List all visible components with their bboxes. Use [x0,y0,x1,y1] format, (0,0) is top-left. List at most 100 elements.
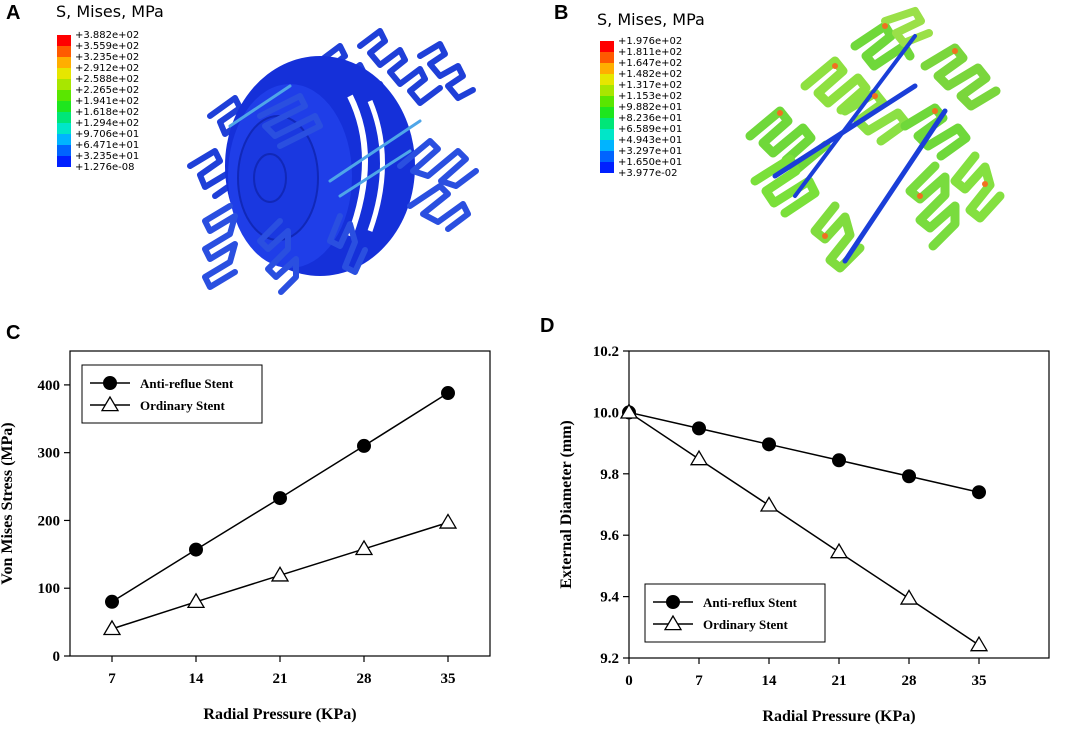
colorbar-swatch [57,101,71,112]
legend-marker [100,395,120,412]
stent-rings-b [745,7,1005,273]
data-point [899,589,919,605]
colorbar-label: +9.882e+01 [618,102,683,113]
colorbar-swatch [600,151,614,162]
colorbar-swatch [600,162,614,173]
y-axis-title: Von Mises Stress (MPa) [0,422,16,584]
colorbar-label: +1.618e+02 [75,107,140,118]
colorbar-label: +2.912e+02 [75,63,140,74]
x-axis-title: Radial Pressure (KPa) [203,706,356,723]
colorbar-swatch [600,52,614,63]
x-tick-label: 7 [695,673,703,689]
colorbar-label: +3.882e+02 [75,30,140,41]
panel-letter-d: D [540,315,555,337]
panel-letter-b: B [554,2,569,24]
colorbar-label: +1.976e+02 [618,36,683,47]
colorbar-a: +3.882e+02 +3.559e+02 +3.235e+02 +2.912e+02… [57,30,197,173]
x-tick-label: 35 [972,673,987,689]
colorbar-label: +6.471e+01 [75,140,140,151]
stent-front-struts-a [202,93,479,295]
colorbar-swatch [57,35,71,46]
chart-d: 9.2 9.4 9.6 9.8 10.0 10.2 0 7 14 21 28 35 Radial Pre… [558,344,1050,725]
colorbar-label: +3.977e-02 [618,168,678,179]
colorbar-swatch [57,57,71,68]
colorbar-swatch [600,41,614,52]
chart-c: 0 100 200 300 400 7 14 21 28 35 Radial Pressure (K… [0,350,491,723]
y-tick-label: 100 [38,581,61,597]
data-point [759,496,779,512]
data-point [438,513,458,529]
colorbar-label: +2.588e+02 [75,74,140,85]
x-tick-label: 21 [832,673,847,689]
colorbar-swatch [600,85,614,96]
panel-letter-a: A [6,2,21,24]
colorbar-swatch [600,96,614,107]
y-tick-label: 10.2 [593,344,619,360]
data-point [441,386,455,401]
colorbar-swatch [57,112,71,123]
colorbar-label: +3.559e+02 [75,41,140,52]
legend-label: Ordinary Stent [703,617,789,632]
colorbar-b: +1.976e+02 +1.811e+02 +1.647e+02 +1.482e+02… [600,36,740,179]
colorbar-swatch [600,118,614,129]
colorbar-label: +2.265e+02 [75,85,140,96]
stent-hotspots-b [777,23,988,239]
colorbar-swatch [600,74,614,85]
data-point [902,469,916,484]
y-tick-label: 9.4 [600,590,619,606]
data-point [357,438,371,453]
colorbar-label: +9.706e+01 [75,129,140,140]
legend-label: Anti-reflux Stent [703,595,798,610]
colorbar-swatch [600,63,614,74]
y-tick-label: 0 [53,649,61,665]
colorbar-label: +3.235e+02 [75,52,140,63]
legend-title-b: S, Mises, MPa [597,10,705,29]
legend-title-a: S, Mises, MPa [56,2,164,21]
x-tick-label: 14 [762,673,778,689]
colorbar-label: +1.153e+02 [618,91,683,102]
x-axis-title: Radial Pressure (KPa) [762,708,915,725]
y-axis-title: External Diameter (mm) [558,420,575,589]
colorbar-label: +6.589e+01 [618,124,683,135]
data-point [102,619,122,636]
colorbar-swatch [57,134,71,145]
legend-label: Anti-reflue Stent [140,376,234,391]
fe-model-a [187,28,479,295]
y-tick-label: 9.8 [600,467,619,483]
colorbar-label: +4.943e+01 [618,135,683,146]
colorbar-swatch [57,90,71,101]
data-point [689,449,709,466]
colorbar-swatch [57,79,71,90]
colorbar-label: +8.236e+01 [618,113,683,124]
colorbar-swatch [57,123,71,134]
data-point [270,566,290,582]
y-tick-label: 300 [38,446,61,462]
colorbar-label: +1.650e+01 [618,157,683,168]
data-point [832,453,846,468]
colorbar-label: +1.482e+02 [618,69,683,80]
x-tick-label: 21 [273,671,288,687]
legend-marker [663,614,683,631]
fe-model-b [745,7,1005,273]
data-point [762,437,776,452]
colorbar-swatch [57,156,71,167]
colorbar-swatch [600,129,614,140]
x-tick-label: 28 [357,671,372,687]
y-tick-label: 10.0 [593,405,619,421]
legend-box [644,583,826,643]
colorbar-swatch [57,46,71,57]
data-point [969,635,989,652]
x-tick-label: 0 [625,673,633,689]
legend-marker [103,376,117,390]
x-tick-label: 14 [189,671,205,687]
colorbar-label: +3.235e+01 [75,151,140,162]
data-point [692,421,706,436]
y-tick-label: 9.6 [600,528,619,544]
data-point [972,485,986,500]
legend-marker [666,595,680,609]
legend-box [81,364,263,424]
data-point [273,491,287,506]
y-tick-label: 200 [38,513,61,529]
x-tick-label: 35 [441,671,456,687]
series-line [628,411,980,493]
